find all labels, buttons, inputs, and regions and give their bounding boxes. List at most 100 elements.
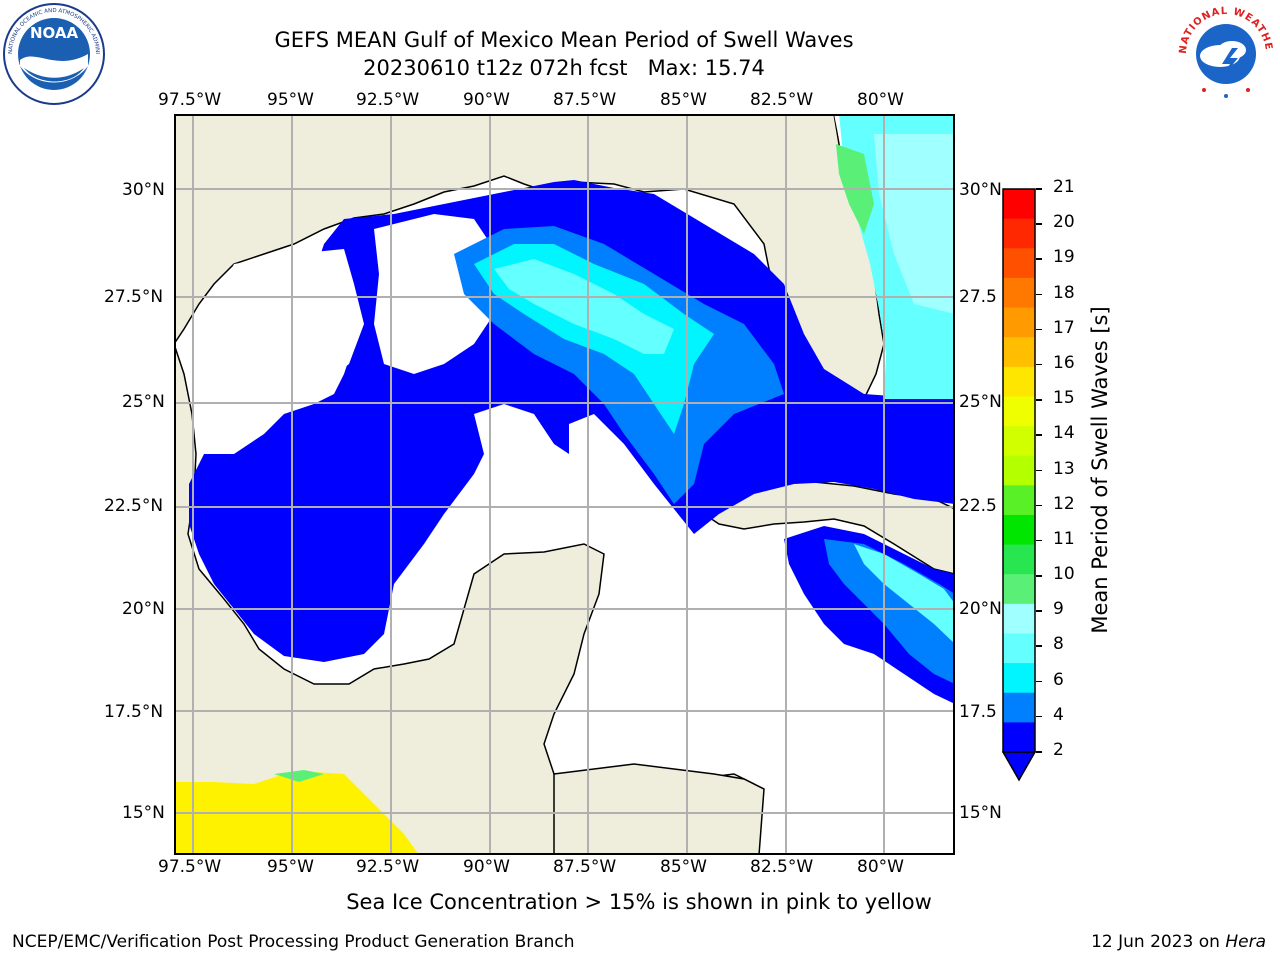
lon-label-top: 82.5°W xyxy=(750,90,814,110)
lon-label-top: 97.5°W xyxy=(158,90,222,110)
colorbar-swatch xyxy=(1003,485,1035,516)
lat-label-left: 30°N xyxy=(122,180,165,200)
colorbar-tick-label: 21 xyxy=(1053,177,1075,197)
swell-field-atlantic-aqua xyxy=(874,134,955,314)
lon-label-bottom: 95°W xyxy=(267,857,314,877)
lon-label-top: 85°W xyxy=(660,90,707,110)
colorbar-swatch xyxy=(1003,396,1035,427)
colorbar-swatch xyxy=(1003,633,1035,664)
colorbar-tick-mark xyxy=(1036,504,1042,507)
colorbar-swatch xyxy=(1003,337,1035,368)
lon-label-bottom: 80°W xyxy=(857,857,904,877)
sea-ice-green xyxy=(274,770,324,782)
lat-label-right: 17.5 xyxy=(959,702,997,722)
lat-label-right: 22.5 xyxy=(959,496,997,516)
colorbar-swatch xyxy=(1003,366,1035,397)
colorbar-tick-label: 10 xyxy=(1053,564,1075,585)
lat-label-left: 20°N xyxy=(122,599,165,619)
lat-label-right: 15°N xyxy=(959,803,1002,823)
footer-left: NCEP/EMC/Verification Post Processing Pr… xyxy=(12,932,575,952)
colorbar-tick-label: 4 xyxy=(1053,704,1064,725)
colorbar-tick-mark xyxy=(1036,715,1042,718)
graticule xyxy=(174,114,955,855)
colorbar-tick-label: 9 xyxy=(1053,599,1064,620)
colorbar-tick-label: 2 xyxy=(1053,740,1064,760)
colorbar-tick-label: 18 xyxy=(1053,282,1075,303)
lon-label-bottom: 82.5°W xyxy=(750,857,814,877)
colorbar-tick-mark xyxy=(1036,680,1042,683)
footer-date: 12 Jun 2023 on xyxy=(1091,932,1226,952)
colorbar-tick-mark xyxy=(1036,610,1042,612)
footer-right: 12 Jun 2023 on Hera xyxy=(1091,932,1266,952)
colorbar-swatch xyxy=(1003,544,1035,575)
colorbar-tick-mark xyxy=(1036,469,1042,471)
colorbar-tick-mark xyxy=(1036,751,1042,753)
lon-label-bottom: 87.5°W xyxy=(553,857,617,877)
colorbar-frame xyxy=(1002,188,1036,753)
map-frame xyxy=(174,114,955,855)
lon-label-bottom: 85°W xyxy=(660,857,707,877)
colorbar-tick-mark xyxy=(1036,539,1042,542)
colorbar-swatch xyxy=(1003,248,1035,279)
colorbar-extend-arrow xyxy=(1001,751,1037,782)
colorbar-tick-label: 8 xyxy=(1053,634,1064,655)
lon-label-bottom: 92.5°W xyxy=(356,857,420,877)
colorbar-swatch xyxy=(1003,663,1035,694)
colorbar-swatch xyxy=(1003,692,1035,723)
colorbar xyxy=(1001,188,1037,783)
colorbar-tick-label: 11 xyxy=(1053,528,1075,549)
lat-label-left: 15°N xyxy=(122,803,165,823)
colorbar-tick-label: 17 xyxy=(1053,317,1075,338)
lat-label-left: 27.5°N xyxy=(104,287,164,307)
lon-label-bottom: 90°W xyxy=(463,857,510,877)
colorbar-tick-mark xyxy=(1036,293,1042,296)
colorbar-swatch xyxy=(1003,722,1035,753)
lat-label-left: 22.5°N xyxy=(104,496,164,516)
colorbar-tick-label: 12 xyxy=(1053,493,1075,514)
swell-field-lightcyan xyxy=(494,259,674,354)
lon-label-top: 92.5°W xyxy=(356,90,420,110)
colorbar-tick-label: 20 xyxy=(1053,212,1075,233)
swell-field-carib-cyan xyxy=(854,544,955,644)
lat-label-left: 25°N xyxy=(122,392,165,412)
lat-label-right: 20°N xyxy=(959,599,1002,619)
lon-label-top: 87.5°W xyxy=(553,90,617,110)
colorbar-tick-label: 6 xyxy=(1053,669,1064,690)
colorbar-swatch xyxy=(1003,514,1035,546)
colorbar-tick-label: 13 xyxy=(1053,458,1075,479)
lat-label-right: 25°N xyxy=(959,392,1002,412)
lat-label-right: 27.5 xyxy=(959,287,997,307)
lon-label-top: 80°W xyxy=(857,90,904,110)
chart-title: GEFS MEAN Gulf of Mexico Mean Period of … xyxy=(274,28,854,52)
nws-logo: NATIONAL WEATHER SERVICE xyxy=(1172,0,1276,104)
colorbar-tick-mark xyxy=(1036,328,1042,331)
lat-label-left: 17.5°N xyxy=(104,702,164,722)
colorbar-tick-mark xyxy=(1036,258,1042,260)
lon-label-bottom: 97.5°W xyxy=(158,857,222,877)
colorbar-tick-mark xyxy=(1036,645,1042,647)
colorbar-tick-label: 16 xyxy=(1053,352,1075,373)
swell-field-white-gap xyxy=(194,249,364,434)
colorbar-swatch xyxy=(1003,218,1035,249)
noaa-logo: NOAA NATIONAL OCEANIC AND ATMOSPHERIC AD… xyxy=(0,0,106,106)
colorbar-swatch xyxy=(1003,455,1035,486)
colorbar-tick-label: 19 xyxy=(1053,247,1075,268)
lon-label-top: 95°W xyxy=(267,90,314,110)
colorbar-swatch xyxy=(1003,189,1035,220)
colorbar-swatch xyxy=(1003,426,1035,457)
colorbar-tick-mark xyxy=(1036,434,1042,436)
lat-label-right: 30°N xyxy=(959,180,1002,200)
colorbar-tick-mark xyxy=(1036,363,1042,366)
swell-field-carib-dodgerblue xyxy=(824,539,955,684)
sea-ice-caption: Sea Ice Concentration > 15% is shown in … xyxy=(346,890,932,914)
colorbar-swatch xyxy=(1003,277,1035,309)
svg-text:NOAA: NOAA xyxy=(30,24,79,42)
chart-subtitle: 20230610 t12z 072h fcst Max: 15.74 xyxy=(363,56,765,80)
colorbar-tick-mark xyxy=(1036,575,1042,577)
colorbar-tick-mark xyxy=(1036,188,1042,190)
colorbar-tick-mark xyxy=(1036,223,1042,225)
lon-label-top: 90°W xyxy=(463,90,510,110)
footer-host: Hera xyxy=(1225,932,1266,952)
colorbar-tick-mark xyxy=(1036,399,1042,401)
colorbar-swatch xyxy=(1003,603,1035,634)
